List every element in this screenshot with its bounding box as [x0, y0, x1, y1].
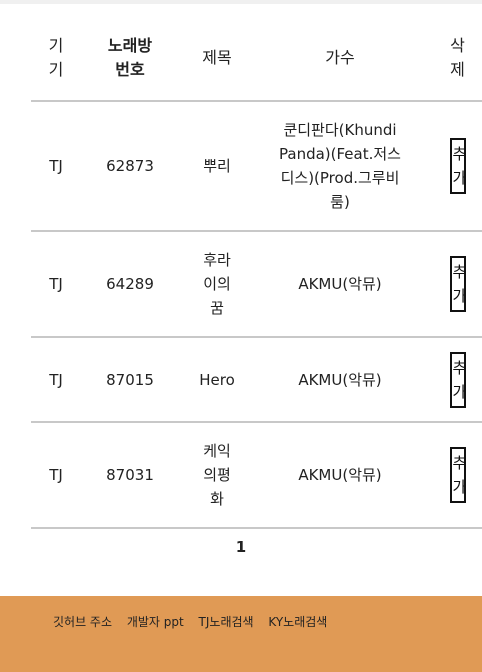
- cell-artist: AKMU(악뮤): [298, 275, 382, 293]
- cell-title: Hero: [199, 370, 235, 389]
- table-header-row: 기기 노래방 번호 제목 가수 삭제: [31, 16, 482, 101]
- cell-action: 추가: [425, 337, 482, 422]
- header-title: 제목: [202, 48, 232, 67]
- cell-device: TJ: [49, 157, 63, 175]
- cell-artist: AKMU(악뮤): [298, 466, 382, 484]
- footer-link-ppt[interactable]: 개발자 ppt: [126, 615, 184, 629]
- cell-artist: 쿤디판다(Khundi Panda)(Feat.저스디스)(Prod.그루비룸): [279, 121, 401, 211]
- table-row: TJ 87015 Hero AKMU(악뮤) 추가: [31, 337, 482, 422]
- table-row: TJ 87031 케익의평화 AKMU(악뮤) 추가: [31, 422, 482, 528]
- footer-links: 깃허브 주소 개발자 ppt TJ노래검색 KY노래검색: [53, 613, 338, 630]
- footer-link-tj-search[interactable]: TJ노래검색: [198, 615, 254, 629]
- cell-title: 뿌리: [203, 157, 231, 175]
- cell-number: 62873: [106, 157, 154, 175]
- header-number: 노래방 번호: [107, 36, 153, 79]
- add-button[interactable]: 추가: [449, 447, 466, 503]
- footer-link-github[interactable]: 깃허브 주소: [53, 615, 113, 629]
- cell-artist: AKMU(악뮤): [298, 370, 382, 389]
- cell-title: 케익의평화: [203, 442, 231, 508]
- pagination: 1: [0, 538, 482, 556]
- add-button[interactable]: 추가: [449, 138, 466, 194]
- table-row: TJ 62873 뿌리 쿤디판다(Khundi Panda)(Feat.저스디스…: [31, 101, 482, 231]
- cell-action: 추가: [425, 101, 482, 231]
- add-button[interactable]: 추가: [449, 351, 466, 408]
- footer-link-ky-search[interactable]: KY노래검색: [268, 615, 328, 629]
- song-table: 기기 노래방 번호 제목 가수 삭제 TJ 62873 뿌리 쿤디판다(Khun…: [31, 16, 482, 529]
- cell-device: TJ: [49, 466, 63, 484]
- cell-device: TJ: [49, 275, 63, 293]
- page-link-current[interactable]: 1: [235, 538, 247, 556]
- cell-action: 추가: [425, 231, 482, 337]
- cell-number: 87015: [106, 370, 154, 389]
- footer: 깃허브 주소 개발자 ppt TJ노래검색 KY노래검색: [0, 596, 482, 672]
- cell-number: 87031: [106, 466, 154, 484]
- header-delete: 삭제: [450, 36, 465, 79]
- header-artist: 가수: [325, 48, 355, 67]
- header-device: 기기: [48, 36, 64, 79]
- cell-number: 64289: [106, 275, 154, 293]
- cell-action: 추가: [425, 422, 482, 528]
- cell-device: TJ: [49, 370, 63, 389]
- add-button[interactable]: 추가: [449, 256, 466, 312]
- table-row: TJ 64289 후라이의꿈 AKMU(악뮤) 추가: [31, 231, 482, 337]
- top-bar: [0, 0, 482, 4]
- cell-title: 후라이의꿈: [203, 251, 231, 317]
- table-header: 기기 노래방 번호 제목 가수 삭제: [31, 16, 482, 101]
